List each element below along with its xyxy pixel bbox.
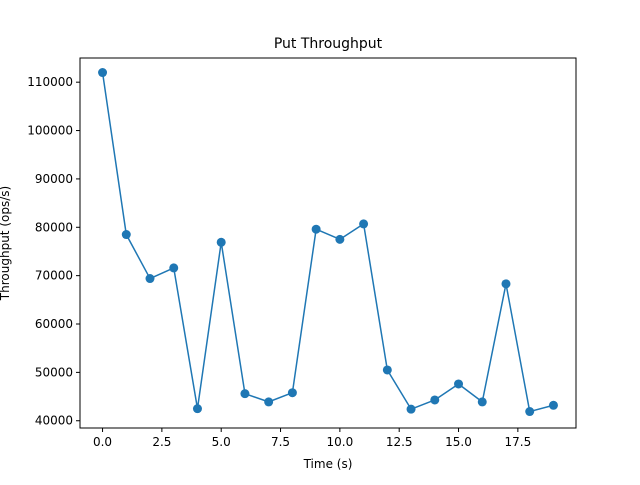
data-point xyxy=(406,404,416,414)
data-point xyxy=(121,230,131,240)
y-tick-label: 60000 xyxy=(35,317,73,331)
y-axis-label: Throughput (ops/s) xyxy=(0,186,12,301)
y-tick-label: 100000 xyxy=(27,124,73,138)
x-axis: 0.0 2.5 5.0 7.5 10.0 12.5 15.0 17.5 xyxy=(93,428,531,449)
y-axis: 40000 50000 60000 70000 80000 90000 100000 1100… xyxy=(27,75,80,428)
data-point xyxy=(192,404,202,414)
x-tick-label: 0.0 xyxy=(93,435,112,449)
x-tick-label: 15.0 xyxy=(445,435,472,449)
data-point xyxy=(525,407,535,417)
data-point xyxy=(98,68,108,78)
data-point xyxy=(145,274,155,284)
data-point xyxy=(430,395,440,405)
plot-area xyxy=(98,68,558,417)
data-point xyxy=(501,279,511,289)
y-tick-label: 80000 xyxy=(35,220,73,234)
data-point xyxy=(311,224,321,234)
x-axis-label: Time (s) xyxy=(303,457,353,471)
plot-frame xyxy=(79,57,577,429)
x-tick-label: 2.5 xyxy=(152,435,171,449)
data-point xyxy=(335,234,345,244)
data-point xyxy=(548,400,558,410)
data-point xyxy=(240,389,250,399)
x-tick-label: 12.5 xyxy=(386,435,413,449)
series-line xyxy=(101,72,554,413)
data-point xyxy=(477,397,487,407)
y-tick-label: 70000 xyxy=(35,269,73,283)
data-point xyxy=(169,263,179,273)
data-point xyxy=(359,219,369,229)
data-point xyxy=(287,388,297,398)
data-point xyxy=(382,365,392,375)
x-tick-label: 7.5 xyxy=(271,435,290,449)
chart-title: Put Throughput xyxy=(274,36,383,52)
data-point xyxy=(216,237,226,247)
x-tick-label: 10.0 xyxy=(327,435,354,449)
x-tick-label: 17.5 xyxy=(504,435,531,449)
y-tick-label: 50000 xyxy=(35,365,73,379)
y-tick-label: 110000 xyxy=(27,75,73,89)
y-tick-label: 40000 xyxy=(35,414,73,428)
data-point xyxy=(264,397,274,407)
y-tick-label: 90000 xyxy=(35,172,73,186)
x-tick-label: 5.0 xyxy=(212,435,231,449)
data-point xyxy=(454,379,464,389)
